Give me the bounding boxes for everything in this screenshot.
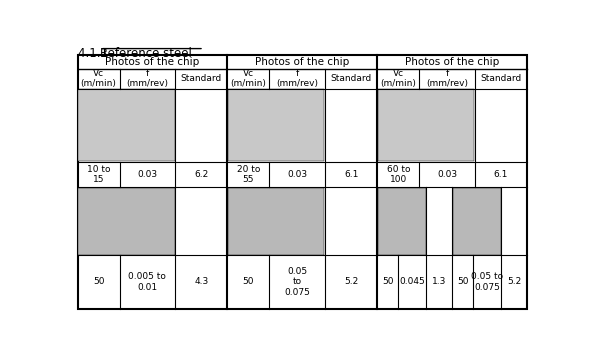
- Text: 6.2: 6.2: [194, 170, 208, 179]
- Text: 60 to
100: 60 to 100: [386, 165, 410, 184]
- Text: Photos of the chip: Photos of the chip: [405, 57, 499, 67]
- Text: 0.05 to
0.075: 0.05 to 0.075: [471, 272, 503, 292]
- Text: 0.045: 0.045: [399, 278, 425, 287]
- Text: Standard: Standard: [181, 74, 222, 83]
- Text: 50: 50: [93, 278, 104, 287]
- Text: 50: 50: [242, 278, 254, 287]
- Text: f
(mm/rev): f (mm/rev): [426, 69, 468, 88]
- Bar: [378, 89, 474, 161]
- Text: 1.3: 1.3: [432, 278, 446, 287]
- Text: 50: 50: [382, 278, 394, 287]
- Text: Vc
(m/min): Vc (m/min): [81, 69, 117, 88]
- Text: Photos of the chip: Photos of the chip: [106, 57, 199, 67]
- Text: 5.2: 5.2: [344, 278, 358, 287]
- Text: Reference steel: Reference steel: [100, 47, 192, 60]
- Text: 6.1: 6.1: [344, 170, 358, 179]
- Text: 10 to
15: 10 to 15: [87, 165, 110, 184]
- Bar: [78, 188, 175, 255]
- Text: Standard: Standard: [330, 74, 372, 83]
- Text: 0.03: 0.03: [137, 170, 158, 179]
- Text: 0.03: 0.03: [437, 170, 457, 179]
- Bar: [228, 188, 324, 255]
- Text: 0.005 to
0.01: 0.005 to 0.01: [129, 272, 166, 292]
- Bar: [378, 188, 425, 255]
- Bar: [453, 188, 500, 255]
- Text: 4.1.1: 4.1.1: [78, 47, 115, 60]
- Text: Photos of the chip: Photos of the chip: [255, 57, 349, 67]
- Text: Standard: Standard: [480, 74, 522, 83]
- Text: 5.2: 5.2: [507, 278, 521, 287]
- Bar: [78, 89, 175, 161]
- Text: 50: 50: [457, 278, 468, 287]
- Text: 4.3: 4.3: [194, 278, 208, 287]
- Text: f
(mm/rev): f (mm/rev): [276, 69, 318, 88]
- Text: 0.03: 0.03: [287, 170, 307, 179]
- Text: 20 to
55: 20 to 55: [237, 165, 260, 184]
- Text: 6.1: 6.1: [494, 170, 508, 179]
- Text: Vc
(m/min): Vc (m/min): [381, 69, 416, 88]
- Text: 0.05
to
0.075: 0.05 to 0.075: [284, 267, 310, 297]
- Text: f
(mm/rev): f (mm/rev): [126, 69, 168, 88]
- Bar: [228, 89, 324, 161]
- Text: Vc
(m/min): Vc (m/min): [231, 69, 266, 88]
